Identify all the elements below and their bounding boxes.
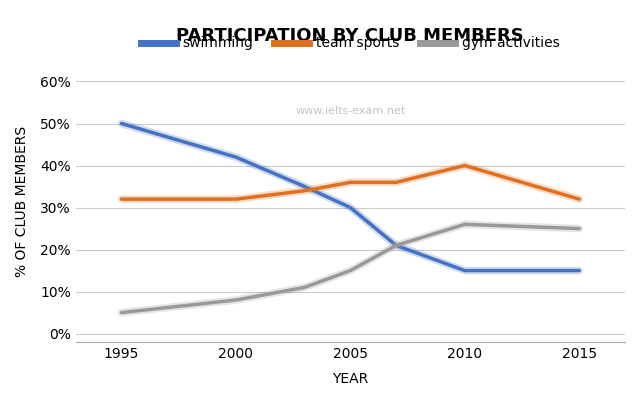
Legend: swimming, team sports, gym activities: swimming, team sports, gym activities bbox=[136, 31, 565, 56]
X-axis label: YEAR: YEAR bbox=[332, 372, 369, 386]
Y-axis label: % OF CLUB MEMBERS: % OF CLUB MEMBERS bbox=[15, 126, 29, 277]
Text: www.ielts-exam.net: www.ielts-exam.net bbox=[295, 106, 406, 116]
Title: PARTICIPATION BY CLUB MEMBERS: PARTICIPATION BY CLUB MEMBERS bbox=[177, 27, 524, 45]
